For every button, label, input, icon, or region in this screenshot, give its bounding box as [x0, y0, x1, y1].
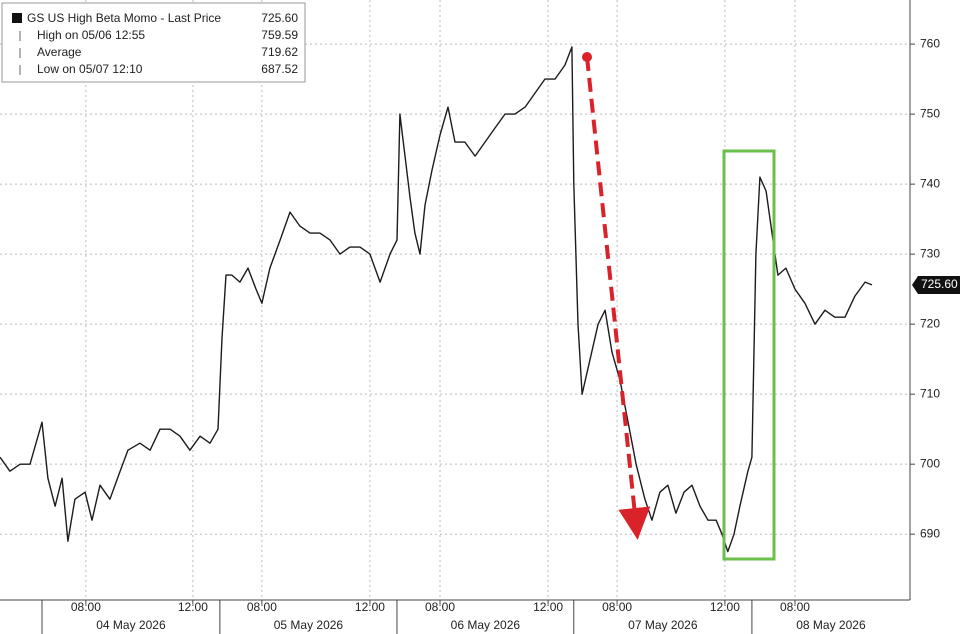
- y-tick-label: 690: [920, 526, 940, 540]
- legend-swatch: [12, 13, 22, 23]
- legend: GS US High Beta Momo - Last Price 725.60 H…: [1, 2, 306, 83]
- x-tick-label: 12:00: [710, 600, 740, 614]
- stat-value: 719.62: [261, 45, 298, 59]
- day-label: 08 May 2026: [796, 618, 866, 632]
- y-tick-label: 720: [920, 316, 940, 330]
- y-tick-label: 710: [920, 386, 940, 400]
- stat-label: Average: [37, 45, 82, 59]
- x-tick-label: 08:00: [602, 600, 632, 614]
- y-tick-label: 700: [920, 456, 940, 470]
- day-label: 07 May 2026: [628, 618, 698, 632]
- day-label: 04 May 2026: [96, 618, 166, 632]
- stat-label: Low on 05/07 12:10: [37, 62, 143, 76]
- legend-value: 725.60: [261, 11, 298, 25]
- x-tick-label: 12:00: [533, 600, 563, 614]
- day-label: 05 May 2026: [274, 618, 344, 632]
- last-price-label: 725.60: [921, 277, 958, 291]
- y-tick-label: 730: [920, 246, 940, 260]
- x-tick-label: 08:00: [780, 600, 810, 614]
- legend-box: [1, 2, 306, 83]
- x-tick-label: 08:00: [425, 600, 455, 614]
- arrow-start: [582, 52, 592, 62]
- stat-value: 759.59: [261, 28, 298, 42]
- legend-label: GS US High Beta Momo - Last Price: [27, 11, 221, 25]
- y-tick-label: 750: [920, 106, 940, 120]
- highlight-box: [722, 149, 776, 561]
- last-price-tag: [912, 275, 960, 294]
- day-label: 06 May 2026: [451, 618, 521, 632]
- price-line: [0, 46, 873, 553]
- y-tick-label: 740: [920, 176, 940, 190]
- plot: [0, 46, 873, 553]
- y-tick-label: 760: [920, 36, 940, 50]
- x-tick-label: 08:00: [71, 600, 101, 614]
- x-tick-label: 12:00: [355, 600, 385, 614]
- x-tick-label: 08:00: [247, 600, 277, 614]
- stat-label: High on 05/06 12:55: [37, 28, 145, 42]
- red-arrow: [585, 56, 651, 540]
- stat-value: 687.52: [261, 62, 298, 76]
- x-tick-label: 12:00: [178, 600, 208, 614]
